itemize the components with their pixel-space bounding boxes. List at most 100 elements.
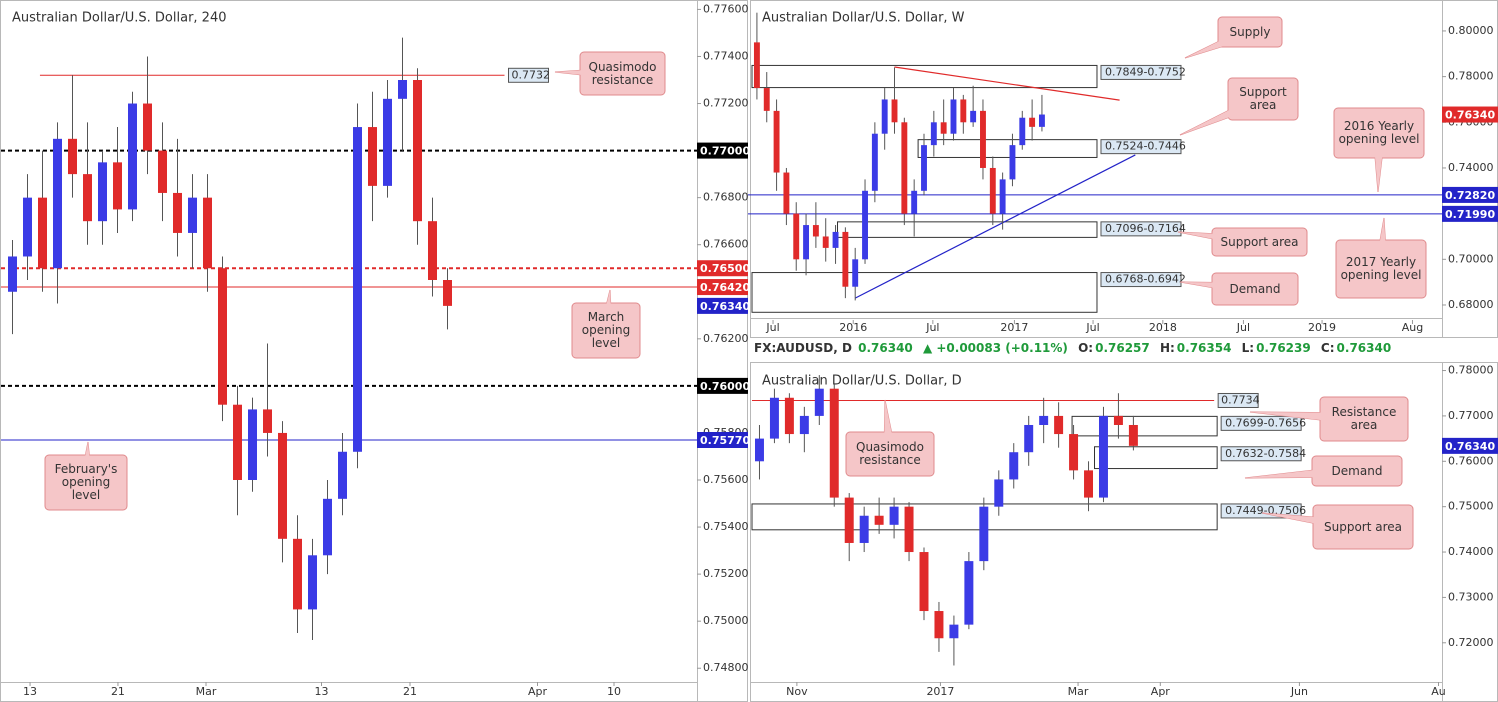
callout-pointer-fill bbox=[555, 67, 623, 80]
candle-body bbox=[874, 515, 884, 525]
zone-label: 0.7096-0.7164 bbox=[1105, 222, 1186, 235]
zone-label-box bbox=[1100, 272, 1182, 288]
candle-body bbox=[173, 192, 182, 233]
last-price-badge bbox=[697, 297, 748, 314]
candle-body bbox=[763, 88, 770, 111]
callout-text: February's opening level bbox=[54, 462, 118, 502]
candle-body bbox=[413, 80, 422, 222]
callout-pointer-fill bbox=[884, 400, 896, 454]
zone-label-box bbox=[1100, 221, 1182, 237]
candle-body bbox=[940, 122, 947, 134]
candle-body bbox=[773, 110, 780, 173]
zone bbox=[837, 221, 1098, 238]
marked-label-box bbox=[1217, 392, 1259, 408]
candle-body bbox=[1084, 470, 1094, 498]
zone-label: 0.7849-0.7752 bbox=[1105, 65, 1186, 78]
candle-body bbox=[753, 42, 760, 89]
price-badge bbox=[697, 432, 748, 448]
candle-body bbox=[1098, 415, 1108, 498]
callout-pointer-fill bbox=[1262, 513, 1363, 533]
candle-body bbox=[994, 479, 1004, 507]
candle-body bbox=[23, 197, 32, 257]
candle-body bbox=[218, 268, 227, 405]
candle-body bbox=[83, 174, 92, 222]
candle-body bbox=[1024, 424, 1034, 453]
x-tick-label: 21 bbox=[111, 685, 125, 698]
close: 0.76340 bbox=[1336, 341, 1392, 355]
candle-body bbox=[911, 190, 918, 214]
last-price-label: 0.76340 bbox=[1445, 109, 1495, 122]
candle-body bbox=[793, 213, 800, 260]
y-tick-label: 0.70000 bbox=[1448, 252, 1494, 265]
x-tick-label: Mar bbox=[1068, 685, 1089, 698]
candle-body bbox=[934, 611, 944, 639]
price: 0.76340 bbox=[858, 341, 913, 355]
candle-body bbox=[989, 167, 996, 214]
x-tick-label: Nov bbox=[786, 685, 808, 698]
y-tick-label: 0.80000 bbox=[1448, 24, 1494, 37]
change: ▲ +0.00083 (+0.11%) bbox=[922, 341, 1068, 355]
candle-body bbox=[53, 138, 62, 269]
candle-body bbox=[812, 225, 819, 237]
candle-body bbox=[188, 197, 197, 233]
price-badge bbox=[1442, 205, 1498, 222]
candle-body bbox=[904, 506, 914, 553]
candle-body bbox=[113, 162, 122, 210]
y-tick-label: 0.68000 bbox=[1448, 298, 1494, 311]
candle-body bbox=[783, 172, 790, 214]
candle-body bbox=[293, 538, 302, 610]
candle-body bbox=[158, 150, 167, 193]
x-tick-label: Apr bbox=[528, 685, 548, 698]
y-tick-label: 0.76200 bbox=[703, 332, 749, 345]
candle-body bbox=[1029, 117, 1036, 127]
candle-body bbox=[832, 231, 839, 248]
info-line: FX:AUDUSD, D 0.76340 ▲ +0.00083 (+0.11%)… bbox=[754, 341, 1397, 355]
candle-body bbox=[862, 190, 868, 260]
y-tick-label: 0.76800 bbox=[703, 191, 749, 204]
x-tick-label: 2019 bbox=[1308, 321, 1336, 334]
candle-body bbox=[930, 122, 937, 146]
candle-body bbox=[891, 99, 898, 123]
high: 0.76354 bbox=[1176, 341, 1232, 355]
candle-body bbox=[308, 555, 317, 610]
x-tick-label: 2017 bbox=[1000, 321, 1028, 334]
candle-body bbox=[38, 197, 47, 269]
candle-body bbox=[1039, 415, 1049, 425]
zone-label: 0.7524-0.7446 bbox=[1105, 140, 1186, 153]
candle-body bbox=[769, 397, 779, 439]
callout-pointer-fill bbox=[600, 290, 612, 331]
zone-label-box bbox=[1100, 64, 1182, 80]
y-tick-label: 0.74000 bbox=[1448, 545, 1494, 558]
y-tick-label: 0.75000 bbox=[1448, 500, 1494, 513]
callout-pointer-fill bbox=[1250, 412, 1364, 425]
last-price-badge bbox=[1442, 437, 1498, 454]
candle-body bbox=[889, 506, 899, 525]
chart-title: Australian Dollar/U.S. Dollar, D bbox=[762, 374, 962, 389]
candle-body bbox=[263, 409, 272, 433]
price-badge-label: 0.77000 bbox=[700, 145, 750, 158]
zone-label: 0.7632-0.7584 bbox=[1225, 447, 1306, 460]
candle-body bbox=[128, 103, 137, 210]
candle-body bbox=[799, 415, 809, 435]
y-tick-label: 0.73000 bbox=[1448, 590, 1494, 603]
candle-body bbox=[398, 80, 407, 99]
x-tick-label: Jul bbox=[1236, 321, 1250, 334]
callout-text: Supply bbox=[1229, 24, 1271, 39]
candle-body bbox=[323, 498, 332, 556]
zone bbox=[1094, 446, 1218, 470]
x-tick-label: Aug bbox=[1402, 321, 1423, 334]
y-tick-label: 0.75000 bbox=[703, 614, 749, 627]
callout-text: Demand bbox=[1229, 281, 1281, 296]
candle-body bbox=[822, 236, 829, 248]
candle-body bbox=[844, 497, 854, 543]
candle-body bbox=[443, 280, 452, 306]
candle-body bbox=[803, 225, 810, 260]
y-tick-label: 0.75400 bbox=[703, 520, 749, 533]
x-tick-label: Au bbox=[1431, 685, 1446, 698]
candle-body bbox=[98, 162, 107, 222]
candle-body bbox=[814, 388, 824, 416]
last-price-label: 0.76340 bbox=[1445, 440, 1495, 453]
marked-label-box bbox=[508, 67, 549, 83]
price-badge bbox=[697, 142, 748, 159]
y-tick-label: 0.77600 bbox=[703, 2, 749, 15]
